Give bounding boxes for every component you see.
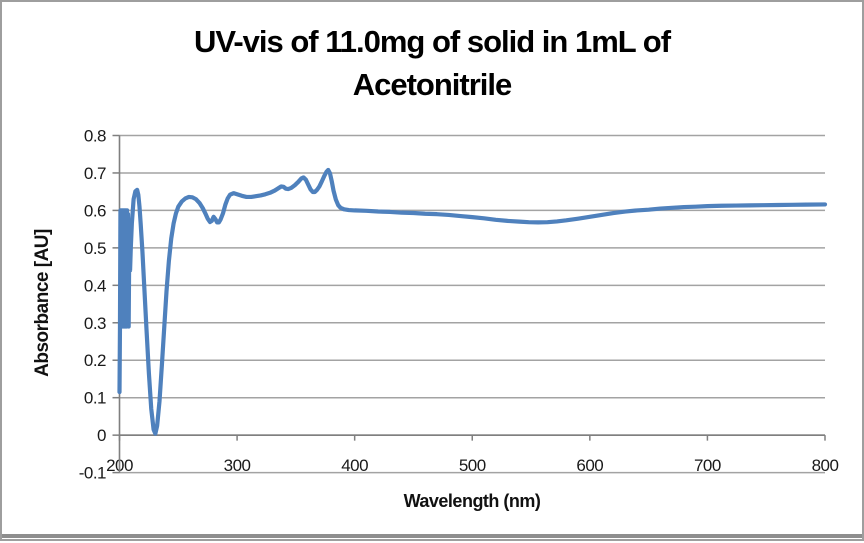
y-tick-label-0.4: 0.4 bbox=[84, 276, 106, 295]
y-tick-label--0.1: -0.1 bbox=[79, 464, 106, 483]
x-tick-label-700: 700 bbox=[694, 456, 721, 475]
y-tick-label-0.6: 0.6 bbox=[84, 201, 106, 220]
x-tick-label-800: 800 bbox=[812, 456, 839, 475]
window-bottom-edge bbox=[2, 534, 862, 538]
x-tick-label-500: 500 bbox=[459, 456, 486, 475]
x-tick-label-300: 300 bbox=[224, 456, 251, 475]
y-tick-label-0.5: 0.5 bbox=[84, 239, 106, 258]
chart-title: UV-vis of 11.0mg of solid in 1mL of Acet… bbox=[2, 20, 862, 106]
chart-title-line2: Acetonitrile bbox=[352, 67, 513, 102]
x-tick-label-600: 600 bbox=[576, 456, 603, 475]
y-tick-label-0.2: 0.2 bbox=[84, 351, 106, 370]
chart-title-line1: UV-vis of 11.0mg of solid in 1mL of bbox=[193, 24, 671, 59]
y-tick-label-0.1: 0.1 bbox=[84, 389, 106, 408]
x-tick-label-400: 400 bbox=[341, 456, 368, 475]
y-tick-label-0.3: 0.3 bbox=[84, 314, 106, 333]
y-tick-label-0.8: 0.8 bbox=[84, 127, 106, 146]
x-axis-title: Wavelength (nm) bbox=[403, 491, 541, 511]
series-absorbance-line bbox=[117, 167, 828, 436]
y-tick-label-0.7: 0.7 bbox=[84, 164, 106, 183]
y-tick-label-0: 0 bbox=[97, 426, 106, 445]
